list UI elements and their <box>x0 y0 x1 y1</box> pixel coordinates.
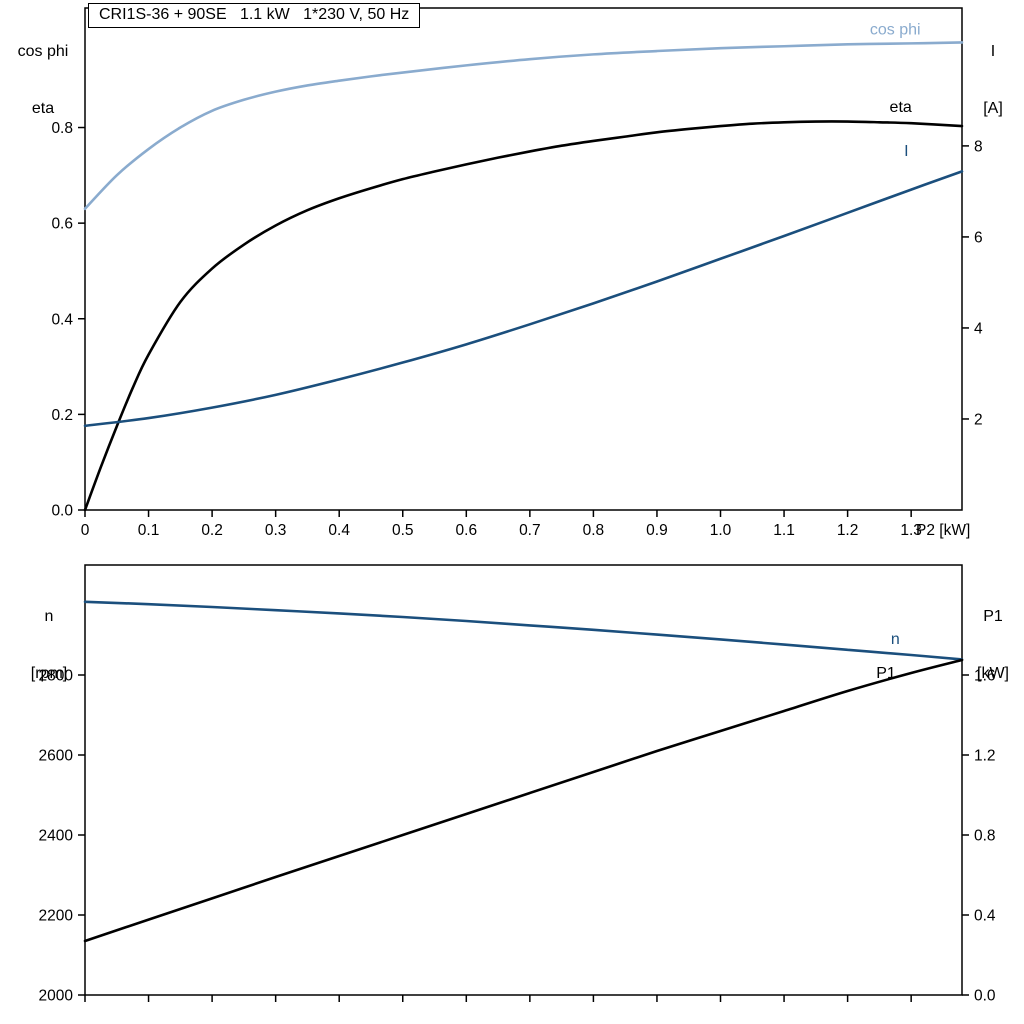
plot-frame <box>84 7 963 511</box>
bottom-right-axis-label: P1 [kW] <box>963 569 1023 721</box>
right-tick-label: 2 <box>974 411 983 428</box>
x-tick-label: 0.3 <box>265 522 287 539</box>
x-tick-label: 0.2 <box>201 522 223 539</box>
power-axis-label-line1: P1 <box>983 608 1003 625</box>
left-tick-label: 0.0 <box>51 503 73 520</box>
right-tick-label: 6 <box>974 229 983 246</box>
x-tick-label: 0.6 <box>456 522 478 539</box>
series-label-n: n <box>891 631 900 648</box>
left-tick-label: 2600 <box>39 748 74 765</box>
x-tick-label: 0 <box>81 522 90 539</box>
right-tick-label: 0.8 <box>974 828 996 845</box>
left-tick-label: 0.6 <box>51 216 73 233</box>
left-axis-label-line2: eta <box>31 100 55 117</box>
left-tick-label: 2400 <box>39 828 74 845</box>
speed-axis-label-line1: n <box>44 608 54 625</box>
series-curve-p1 <box>83 658 964 943</box>
left-tick-label: 0.8 <box>51 120 73 137</box>
series-label-i: I <box>904 143 908 160</box>
left-tick-label: 2200 <box>39 908 74 925</box>
series-label-cos-phi: cos phi <box>870 21 921 38</box>
x-tick-label: 0.7 <box>519 522 541 539</box>
left-tick-label: 0.2 <box>51 407 73 424</box>
series-curve-eta <box>83 120 964 512</box>
x-tick-label: 0.4 <box>328 522 350 539</box>
left-tick-label: 0.4 <box>51 311 73 328</box>
speed-axis-label-line2: [rpm] <box>30 665 68 682</box>
series-curve-n <box>83 600 964 661</box>
right-axis-label-line2: [A] <box>983 100 1003 117</box>
x-tick-label: 1.1 <box>773 522 795 539</box>
x-tick-label: 0.1 <box>138 522 160 539</box>
x-tick-label: 0.9 <box>646 522 668 539</box>
power-axis-label-line2: [kW] <box>977 665 1009 682</box>
series-label-eta: eta <box>890 99 912 116</box>
right-tick-label: 1.6 <box>974 668 996 685</box>
x-tick-label: 0.8 <box>583 522 605 539</box>
series-curve-cos-phi <box>83 41 964 211</box>
right-tick-label: 1.2 <box>974 748 996 765</box>
chart-title: CRI1S-36 + 90SE 1.1 kW 1*230 V, 50 Hz <box>88 3 421 28</box>
top-left-axis-label: cos phi eta <box>0 4 86 156</box>
left-tick-label: 2800 <box>39 668 74 685</box>
right-tick-label: 4 <box>974 320 983 337</box>
bottom-left-axis-label: n [rpm] <box>6 569 92 721</box>
x-tick-label: 1.2 <box>837 522 859 539</box>
x-tick-label: 1.3 <box>900 522 922 539</box>
right-tick-label: 8 <box>974 138 983 155</box>
x-tick-label: 0.5 <box>392 522 414 539</box>
series-curve-i <box>83 170 964 428</box>
right-tick-label: 0.0 <box>974 988 996 1005</box>
x-tick-label: 1.0 <box>710 522 732 539</box>
series-label-p1: P1 <box>876 665 896 682</box>
left-tick-label: 2000 <box>39 988 74 1005</box>
left-axis-label-line1: cos phi <box>17 43 69 60</box>
right-tick-label: 0.4 <box>974 908 996 925</box>
x-axis-unit-label: P2 [kW] <box>916 522 970 539</box>
right-axis-label-line1: I <box>990 43 996 60</box>
top-right-axis-label: I [A] <box>963 4 1023 156</box>
plot-frame <box>84 564 963 996</box>
